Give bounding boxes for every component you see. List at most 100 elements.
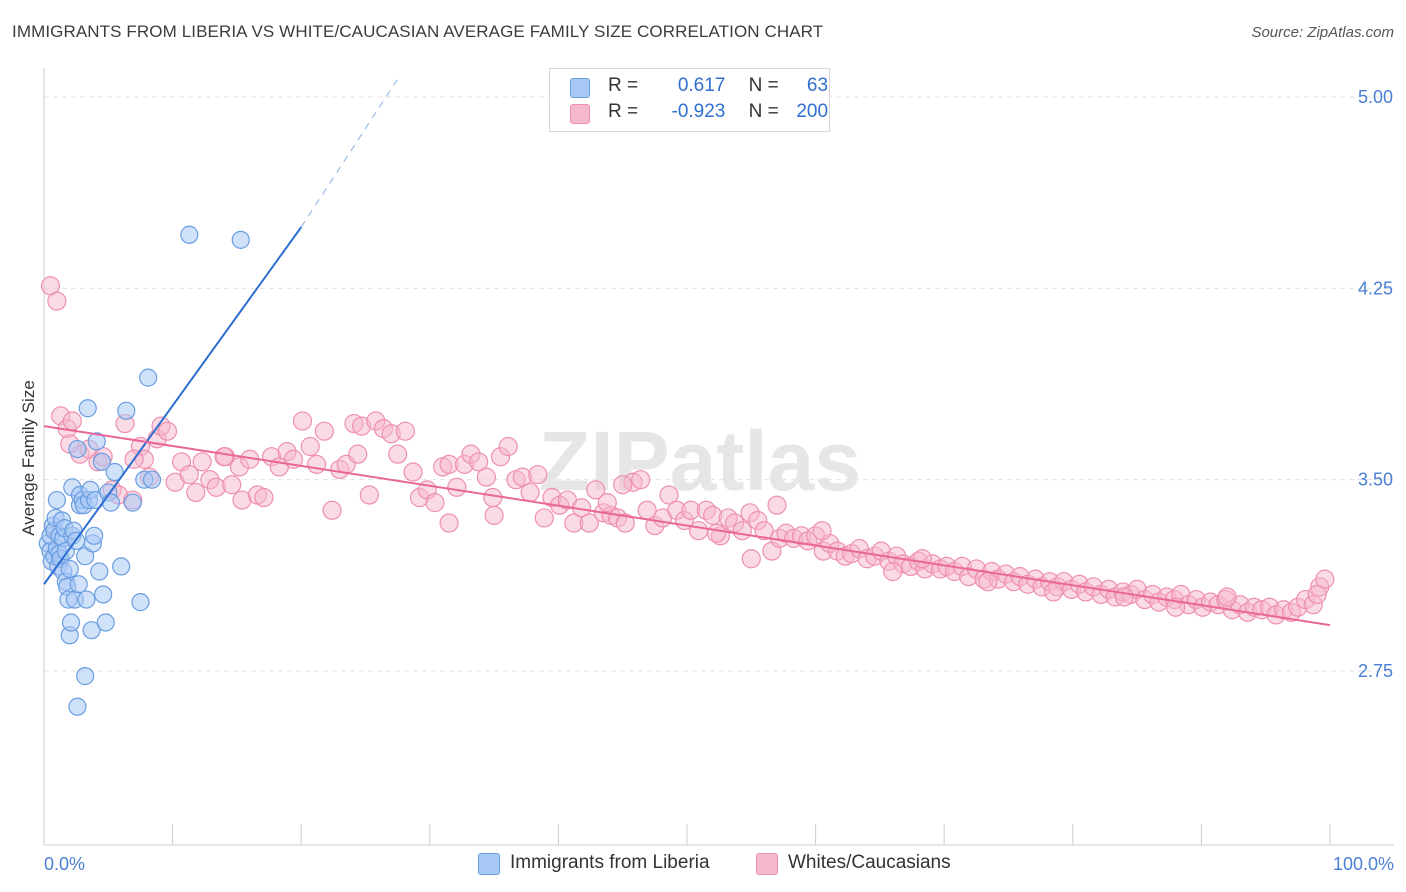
- data-point-liberia: [94, 585, 113, 604]
- correlation-legend: R = 0.617 N = 63 R = -0.923 N = 200: [549, 68, 830, 132]
- series-liberia-points: [38, 225, 250, 716]
- data-point-whites: [314, 421, 334, 441]
- data-point-liberia: [231, 230, 250, 249]
- data-point-whites: [631, 470, 651, 490]
- data-point-liberia: [61, 613, 81, 632]
- legend-r-label: R =: [608, 75, 644, 96]
- data-point-whites: [1307, 584, 1327, 605]
- data-point-whites: [292, 411, 313, 431]
- data-point-liberia: [92, 452, 111, 471]
- data-point-liberia: [131, 593, 150, 612]
- data-point-whites: [534, 508, 554, 528]
- data-point-whites: [1043, 582, 1064, 602]
- legend-r-value: -0.923: [671, 101, 726, 122]
- data-point-whites: [1315, 569, 1335, 589]
- data-point-whites: [978, 572, 998, 592]
- data-point-whites: [469, 452, 489, 472]
- y-tick-label: 3.50: [1358, 470, 1393, 490]
- data-point-whites: [883, 561, 903, 582]
- data-point-liberia: [60, 559, 79, 579]
- data-point-whites: [688, 521, 709, 541]
- data-point-whites: [741, 549, 761, 569]
- data-point-whites: [359, 485, 379, 505]
- data-point-whites: [157, 421, 178, 441]
- source-label: Source: ZipAtlas.com: [1251, 24, 1394, 41]
- bottom-legend-label: Whites/Caucasians: [788, 852, 951, 873]
- data-point-liberia: [142, 470, 162, 489]
- data-point-whites: [1217, 587, 1237, 607]
- data-point-whites: [300, 436, 320, 457]
- x-ticks: [43, 824, 1331, 845]
- legend-r-value: 0.617: [677, 75, 726, 96]
- x-tick-label-min: 0.0%: [44, 854, 85, 874]
- y-axis-label: Average Family Size: [19, 380, 38, 536]
- data-point-liberia: [87, 432, 106, 451]
- data-point-whites: [439, 513, 459, 533]
- trend-line-whites: [43, 425, 1331, 627]
- legend-n-value: 200: [796, 101, 829, 122]
- data-point-liberia: [77, 590, 96, 609]
- data-point-liberia: [123, 493, 142, 512]
- data-point-liberia: [112, 557, 131, 576]
- data-point-whites: [403, 462, 423, 482]
- data-point-whites: [348, 444, 368, 464]
- data-point-whites: [732, 521, 752, 541]
- trend-line-liberia-extension: [300, 78, 399, 228]
- data-point-whites: [1114, 587, 1134, 607]
- data-point-whites: [425, 493, 445, 513]
- series-whites-points: [40, 276, 1335, 625]
- legend-swatch-pink: [570, 104, 590, 124]
- data-point-whites: [62, 411, 82, 431]
- data-point-whites: [613, 475, 633, 495]
- data-point-liberia: [82, 621, 101, 640]
- data-point-whites: [484, 505, 504, 525]
- data-point-whites: [186, 482, 206, 503]
- data-point-whites: [498, 436, 518, 457]
- legend-r-label: R =: [608, 101, 644, 122]
- legend-swatch-blue: [570, 78, 590, 98]
- data-point-whites: [322, 500, 342, 520]
- data-point-whites: [307, 454, 327, 474]
- data-point-whites: [520, 482, 540, 503]
- x-tick-label-max: 100.0%: [1333, 854, 1394, 874]
- data-point-liberia: [85, 526, 104, 545]
- data-point-whites: [222, 475, 242, 495]
- grid-lines: [44, 96, 1394, 672]
- data-point-whites: [659, 485, 679, 505]
- data-point-whites: [579, 513, 599, 533]
- data-point-whites: [912, 549, 932, 569]
- data-point-whites: [767, 495, 787, 515]
- data-point-whites: [192, 452, 212, 472]
- legend-n-label: N =: [748, 75, 785, 96]
- data-point-whites: [615, 513, 635, 533]
- bottom-legend-label: Immigrants from Liberia: [510, 852, 710, 873]
- data-point-liberia: [117, 401, 136, 420]
- data-point-whites: [706, 523, 727, 543]
- data-point-whites: [214, 447, 234, 467]
- data-point-liberia: [101, 493, 120, 512]
- data-point-liberia: [76, 667, 95, 686]
- data-point-whites: [812, 521, 832, 541]
- data-point-whites: [179, 464, 199, 485]
- data-point-liberia: [90, 562, 109, 581]
- data-point-liberia: [78, 399, 97, 418]
- data-point-whites: [476, 467, 496, 487]
- y-tick-label: 4.25: [1358, 278, 1393, 298]
- bottom-legend-swatch-blue: [478, 853, 500, 875]
- data-point-liberia: [96, 613, 115, 632]
- legend-n-label: N =: [748, 101, 785, 122]
- data-point-liberia: [68, 697, 87, 716]
- data-point-liberia: [180, 225, 199, 244]
- chart-title: IMMIGRANTS FROM LIBERIA VS WHITE/CAUCASI…: [12, 22, 824, 41]
- data-point-whites: [254, 487, 274, 508]
- data-point-whites: [447, 477, 467, 497]
- data-point-whites: [754, 521, 774, 541]
- data-point-liberia: [68, 439, 87, 459]
- data-point-liberia: [69, 575, 88, 594]
- trend-line-liberia: [43, 226, 303, 585]
- data-point-whites: [395, 421, 415, 441]
- data-point-whites: [388, 444, 408, 464]
- data-point-liberia: [47, 490, 66, 510]
- y-tick-labels: 2.75 3.50 4.25 5.00: [1358, 87, 1393, 681]
